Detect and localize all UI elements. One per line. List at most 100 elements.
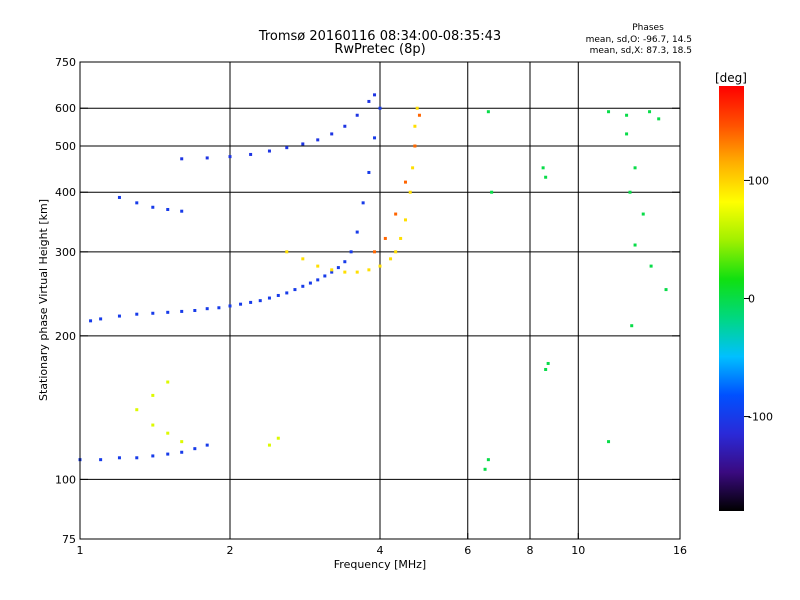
stats-x-mode: mean, sd,X: 87.3, 18.5 (590, 46, 692, 56)
data-point (343, 124, 347, 128)
data-point (349, 250, 353, 254)
data-point (316, 278, 320, 282)
data-point (625, 113, 629, 117)
data-points (78, 93, 668, 471)
x-tick-label: 6 (464, 544, 471, 557)
y-axis-label: Stationary phase Virtual Height [km] (37, 199, 50, 401)
data-point (330, 132, 334, 136)
colorbar-label: [deg] (715, 71, 747, 85)
y-tick-label: 75 (62, 533, 76, 546)
x-tick-label: 8 (527, 544, 534, 557)
data-point (383, 236, 387, 240)
stats-o-mode: mean, sd,O: -96.7, 14.5 (586, 35, 692, 45)
data-point (373, 93, 377, 97)
data-point (205, 443, 209, 447)
data-point (166, 431, 170, 435)
data-point (301, 257, 305, 261)
data-point (276, 436, 280, 440)
data-point (415, 106, 419, 110)
data-point (544, 367, 548, 371)
data-point (394, 212, 398, 216)
data-point (633, 166, 637, 170)
data-point (117, 456, 121, 460)
data-point (486, 458, 490, 462)
data-point (649, 264, 653, 268)
data-point (166, 310, 170, 314)
y-tick-label: 300 (55, 246, 76, 259)
data-point (151, 393, 155, 397)
data-point (373, 250, 377, 254)
stats-title: Phases (632, 23, 664, 33)
data-point (417, 113, 421, 117)
data-point (607, 440, 611, 444)
data-point (117, 195, 121, 199)
x-tick-label: 16 (673, 544, 687, 557)
data-point (413, 124, 417, 128)
data-point (135, 312, 139, 316)
chart-subtitle: RwPretec (8p) (334, 42, 425, 57)
data-point (361, 201, 365, 205)
data-point (355, 113, 359, 117)
data-point (373, 136, 377, 140)
data-point (490, 190, 494, 194)
data-point (367, 268, 371, 272)
data-point (267, 296, 271, 300)
grid-lines (80, 62, 680, 539)
x-tick-label: 1 (77, 544, 84, 557)
data-point (330, 268, 334, 272)
data-point (99, 317, 103, 321)
y-tick-label: 200 (55, 330, 76, 343)
data-point (648, 110, 652, 114)
data-point (641, 212, 645, 216)
data-point (343, 270, 347, 274)
data-point (180, 440, 184, 444)
x-axis-label: Frequency [MHz] (334, 558, 426, 571)
y-tick-label: 500 (55, 140, 76, 153)
data-point (166, 452, 170, 456)
colorbar (719, 86, 744, 511)
data-point (285, 146, 289, 150)
data-point (378, 106, 382, 110)
x-tick-label: 4 (377, 544, 384, 557)
chart-title: Tromsø 20160116 08:34:00-08:35:43 (258, 29, 501, 44)
data-point (541, 166, 545, 170)
data-point (546, 361, 550, 365)
data-point (205, 156, 209, 160)
data-point (180, 450, 184, 454)
data-point (180, 157, 184, 161)
y-tick-label: 600 (55, 102, 76, 115)
data-point (316, 264, 320, 268)
colorbar-tick-label: 0 (748, 293, 755, 306)
data-point (336, 266, 340, 270)
data-point (249, 300, 253, 304)
data-point (166, 380, 170, 384)
y-tick-label: 400 (55, 186, 76, 199)
data-point (355, 230, 359, 234)
data-point (151, 454, 155, 458)
data-point (394, 250, 398, 254)
data-point (151, 423, 155, 427)
data-point (135, 456, 139, 460)
data-point (180, 209, 184, 213)
data-point (367, 170, 371, 174)
data-point (343, 260, 347, 264)
data-point (403, 180, 407, 184)
data-point (267, 443, 271, 447)
data-point (664, 288, 668, 292)
data-point (413, 144, 417, 148)
data-point (276, 293, 280, 297)
data-point (193, 308, 197, 312)
data-point (657, 117, 661, 121)
data-point (228, 155, 232, 159)
data-point (483, 467, 487, 471)
data-point (135, 408, 139, 412)
x-tick-label: 2 (227, 544, 234, 557)
data-point (316, 138, 320, 142)
data-point (625, 132, 629, 136)
data-point (151, 205, 155, 209)
x-tick-label: 10 (571, 544, 585, 557)
data-point (258, 299, 262, 303)
data-point (99, 458, 103, 462)
data-point (135, 201, 139, 205)
